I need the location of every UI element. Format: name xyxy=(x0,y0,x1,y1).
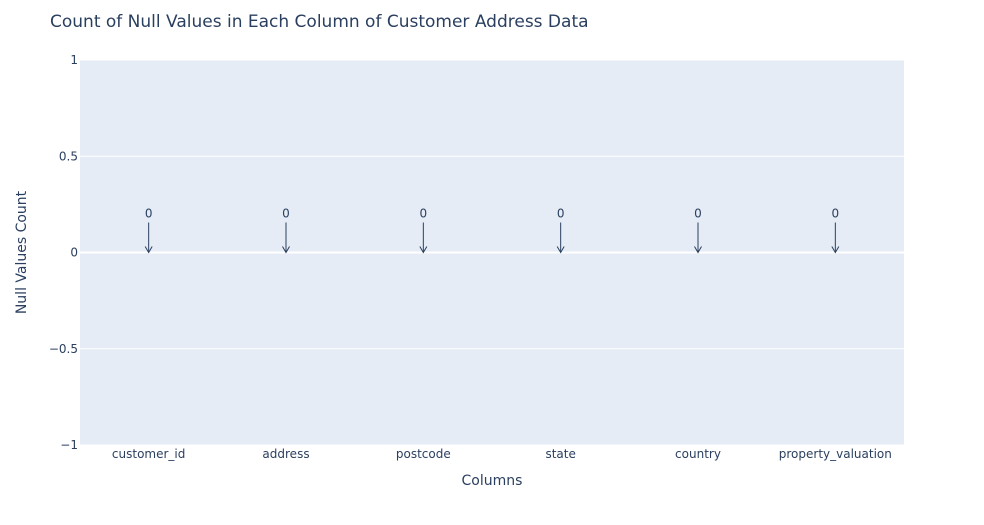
y-axis-ticks: 1 0.5 0 −0.5 −1 xyxy=(49,53,78,452)
data-label: 0 xyxy=(832,207,840,221)
y-tick-label: −1 xyxy=(60,438,78,452)
data-label: 0 xyxy=(145,207,153,221)
x-tick-label: country xyxy=(675,447,721,461)
chart-title: Count of Null Values in Each Column of C… xyxy=(50,12,589,32)
x-tick-label: postcode xyxy=(396,447,451,461)
data-label: 0 xyxy=(282,207,290,221)
x-axis-title: Columns xyxy=(462,473,523,489)
x-tick-label: state xyxy=(545,447,575,461)
gridlines xyxy=(80,59,904,446)
x-tick-label: property_valuation xyxy=(779,447,892,461)
y-tick-label: −0.5 xyxy=(49,342,78,356)
data-label: 0 xyxy=(694,207,702,221)
annotation-arrowhead xyxy=(694,246,702,254)
annotation-arrowhead xyxy=(556,246,565,254)
data-annotations: 0 0 0 0 0 0 xyxy=(144,207,840,254)
data-label: 0 xyxy=(420,207,428,221)
y-tick-label: 0.5 xyxy=(59,149,78,163)
annotation-arrowhead xyxy=(419,246,428,254)
y-axis-title: Null Values Count xyxy=(14,190,30,314)
annotation-arrowhead xyxy=(282,246,290,254)
x-tick-label: customer_id xyxy=(112,447,185,461)
x-tick-label: address xyxy=(262,447,309,461)
x-axis-ticks: customer_id address postcode state country pr… xyxy=(112,447,892,461)
data-label: 0 xyxy=(557,207,565,221)
y-tick-label: 0 xyxy=(70,246,78,260)
annotation-arrowhead xyxy=(144,246,153,254)
annotation-arrowhead xyxy=(831,246,840,254)
y-tick-label: 1 xyxy=(70,53,78,67)
